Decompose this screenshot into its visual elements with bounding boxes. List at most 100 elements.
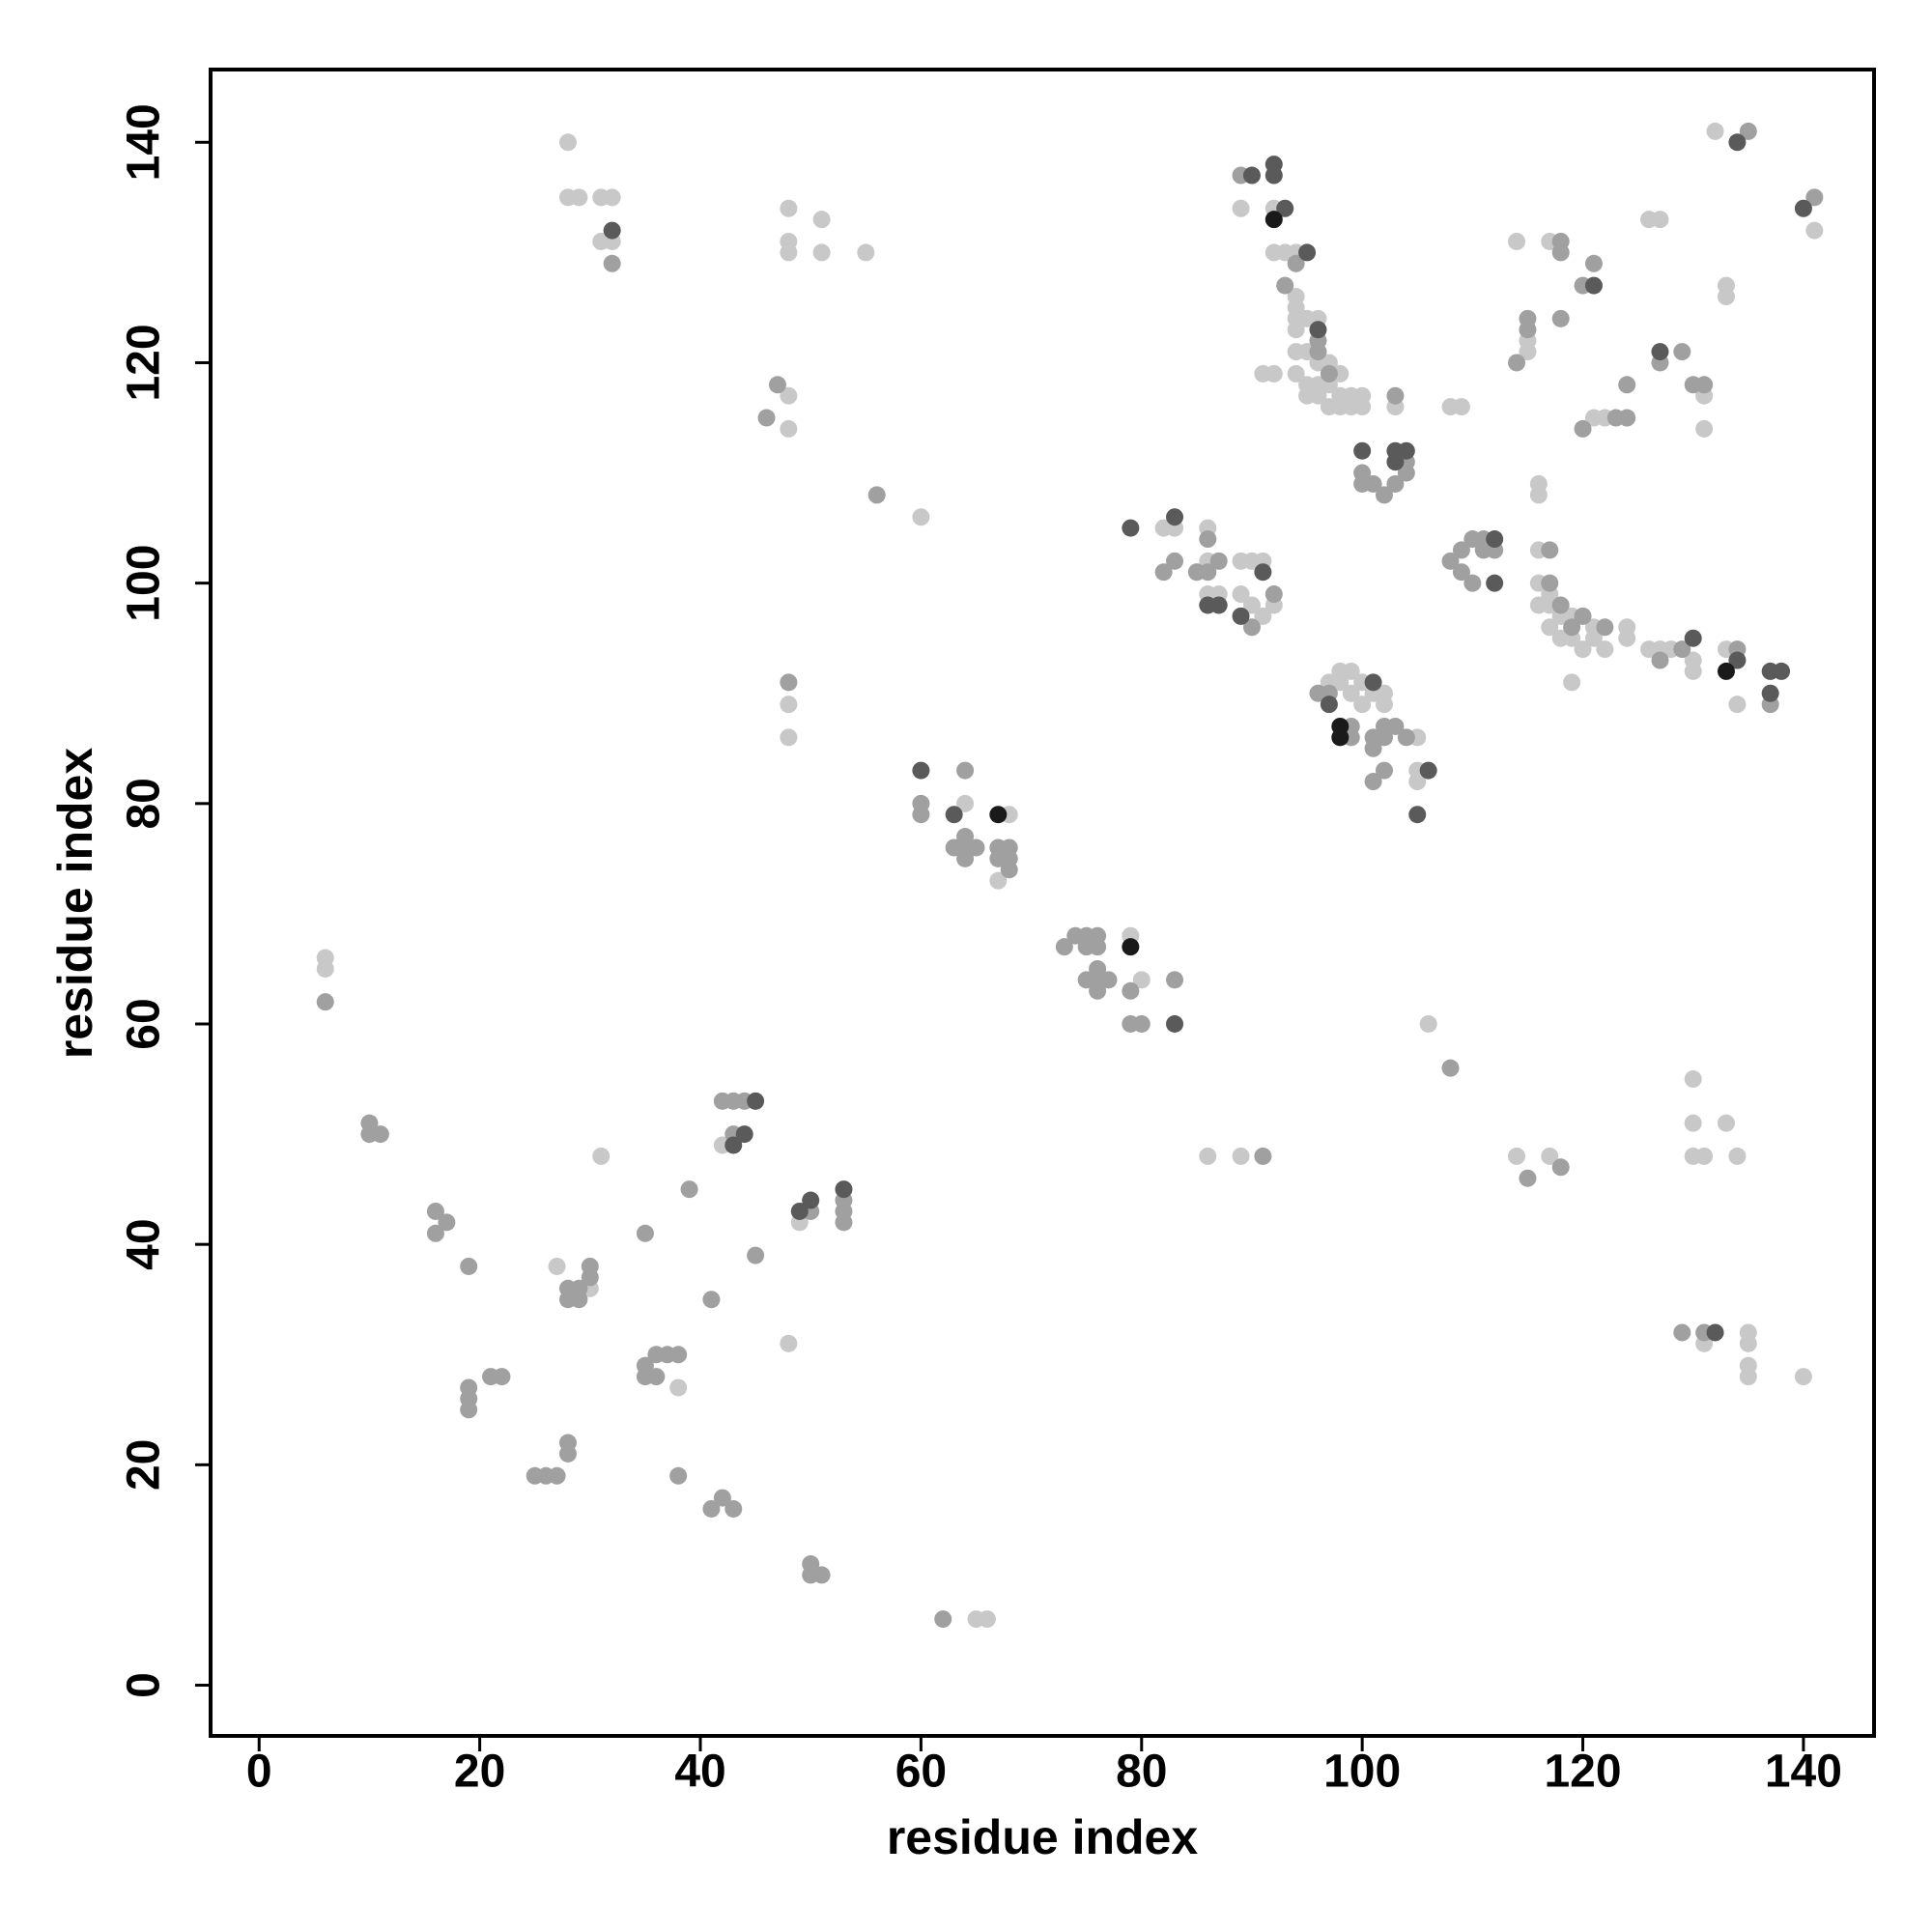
y-tick-label: 100 (119, 545, 170, 622)
point (1386, 386, 1405, 405)
point (1651, 343, 1669, 361)
point (1353, 696, 1372, 714)
point (1706, 1323, 1724, 1342)
point (1353, 398, 1372, 416)
point (1055, 938, 1073, 956)
point (1166, 508, 1184, 526)
point (1728, 696, 1747, 714)
point (558, 133, 577, 152)
point (812, 1566, 831, 1584)
point (780, 419, 798, 438)
point (1739, 122, 1757, 140)
point (1673, 343, 1691, 361)
point (1232, 1147, 1250, 1165)
point (460, 1257, 478, 1275)
point (426, 1224, 444, 1242)
point (1254, 1147, 1272, 1165)
point (1584, 254, 1603, 272)
point (570, 1291, 588, 1309)
point (747, 1092, 765, 1110)
point (812, 211, 831, 229)
point (1375, 728, 1393, 747)
point (1000, 861, 1018, 879)
point (1264, 364, 1283, 383)
point (867, 486, 886, 504)
point (1309, 343, 1327, 361)
point (1574, 419, 1592, 438)
point (1717, 1114, 1735, 1132)
point (1276, 199, 1294, 217)
point (1254, 607, 1272, 625)
y-tick-label: 20 (119, 1439, 170, 1491)
point (1684, 662, 1702, 680)
point (1794, 1368, 1812, 1386)
point (1353, 441, 1372, 460)
point (1364, 739, 1382, 757)
point (945, 806, 963, 824)
x-tick-label: 100 (1323, 1747, 1401, 1798)
point (1541, 541, 1559, 559)
point (669, 1466, 688, 1485)
point (570, 188, 588, 207)
point (724, 1499, 743, 1518)
point (1199, 1147, 1217, 1165)
point (1309, 321, 1327, 339)
point (1695, 419, 1714, 438)
point (1563, 618, 1581, 637)
x-tick-label: 60 (895, 1747, 947, 1798)
point (1364, 673, 1382, 692)
point (1320, 364, 1338, 383)
point (1386, 474, 1405, 493)
point (1805, 221, 1824, 240)
point (835, 1213, 853, 1232)
point (956, 761, 975, 780)
point (989, 806, 1008, 824)
point (669, 1378, 688, 1397)
point (1375, 486, 1393, 504)
point (1154, 563, 1173, 582)
plot-frame (209, 68, 1876, 1738)
point (857, 243, 875, 262)
point (1309, 386, 1327, 405)
point (1375, 761, 1393, 780)
point (1242, 618, 1261, 637)
point (603, 221, 621, 240)
point (1728, 133, 1747, 152)
point (1519, 1169, 1537, 1187)
point (1166, 552, 1184, 570)
y-tick-label: 120 (119, 324, 170, 401)
point (548, 1466, 566, 1485)
point (1618, 409, 1636, 427)
point (1199, 563, 1217, 582)
point (1695, 376, 1714, 394)
point (812, 243, 831, 262)
point (1375, 696, 1393, 714)
point (1287, 321, 1305, 339)
point (1342, 684, 1360, 702)
point (1264, 211, 1283, 229)
point (956, 794, 975, 812)
point (558, 1444, 577, 1463)
point (1264, 585, 1283, 604)
point (1254, 563, 1272, 582)
point (1386, 717, 1405, 735)
x-tick-label: 140 (1765, 1747, 1842, 1798)
point (1717, 662, 1735, 680)
point (1794, 199, 1812, 217)
point (802, 1191, 820, 1209)
point (1739, 1334, 1757, 1352)
point (713, 1489, 731, 1507)
point (603, 188, 621, 207)
point (780, 199, 798, 217)
point (1419, 1014, 1437, 1033)
point (1684, 1114, 1702, 1132)
point (647, 1368, 666, 1386)
point (1773, 662, 1791, 680)
point (1298, 243, 1317, 262)
point (1099, 971, 1118, 989)
x-axis-title: residue index (887, 1810, 1199, 1864)
point (1397, 441, 1415, 460)
point (1209, 596, 1228, 614)
point (768, 376, 786, 394)
point (1452, 541, 1470, 559)
